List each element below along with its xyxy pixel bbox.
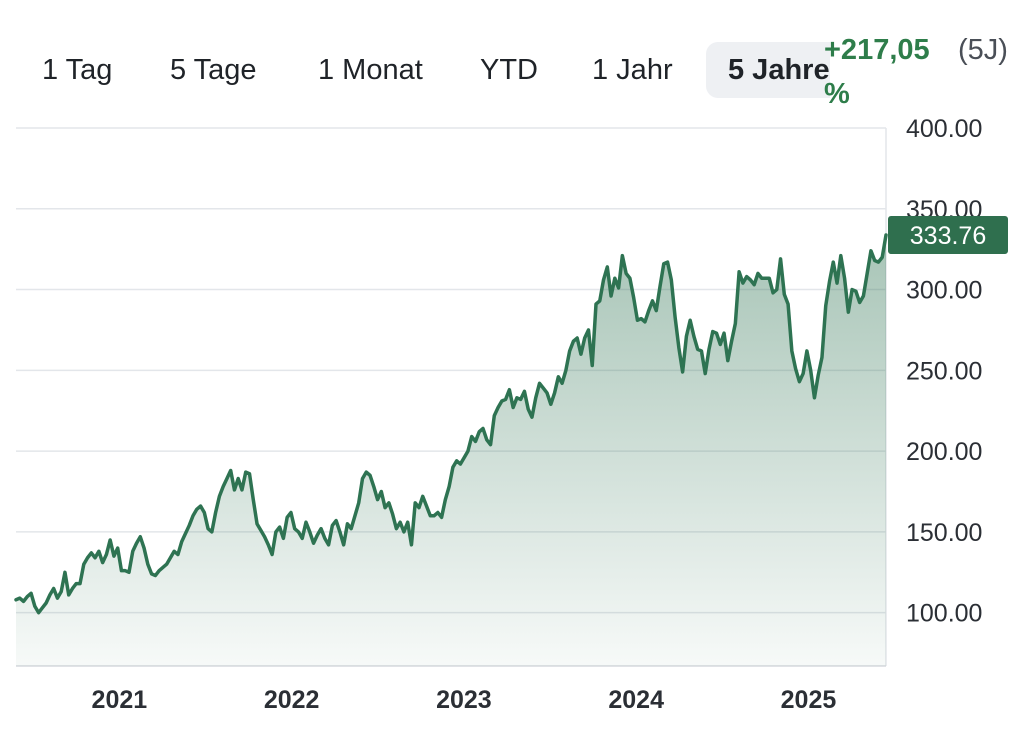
tab-1-month[interactable]: 1 Monat <box>318 54 423 86</box>
y-tick-label: 100.00 <box>906 600 982 628</box>
y-tick-label: 250.00 <box>906 357 982 385</box>
last-price-badge <box>888 216 1008 255</box>
x-tick-label: 2022 <box>264 686 320 714</box>
y-tick-label: 400.00 <box>906 115 982 143</box>
x-tick-label: 2023 <box>436 686 492 714</box>
tab-5-years[interactable]: 5 Jahre <box>706 42 830 98</box>
tab-ytd[interactable]: YTD <box>480 54 538 86</box>
tab-1-day[interactable]: 1 Tag <box>42 54 113 86</box>
performance-change: +217,05 % <box>824 34 930 110</box>
tab-5-days[interactable]: 5 Tage <box>170 54 257 86</box>
range-tabs: 1 Tag 5 Tage 1 Monat YTD 1 Jahr 5 Jahre <box>0 38 830 102</box>
price-area <box>16 235 886 666</box>
performance-period: (5J) <box>958 34 1008 66</box>
last-price-label: 333.76 <box>910 222 986 250</box>
tab-1-year[interactable]: 1 Jahr <box>592 54 673 86</box>
x-tick-label: 2025 <box>781 686 837 714</box>
x-tick-label: 2021 <box>92 686 148 714</box>
y-tick-label: 200.00 <box>906 438 982 466</box>
x-tick-label: 2024 <box>608 686 664 714</box>
y-tick-label: 300.00 <box>906 277 982 305</box>
price-line <box>14 233 888 615</box>
y-tick-label: 150.00 <box>906 519 982 547</box>
